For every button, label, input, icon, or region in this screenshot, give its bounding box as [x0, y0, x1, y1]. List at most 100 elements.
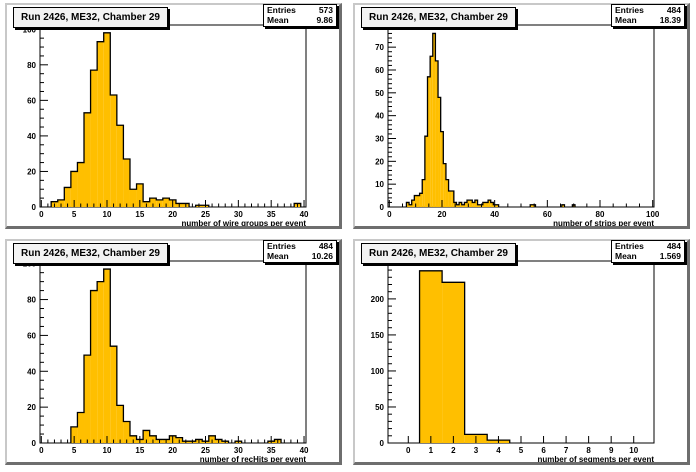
y-tick-label: 60: [27, 331, 36, 340]
y-tick-label: 40: [27, 132, 36, 141]
histogram-bar: [406, 202, 410, 207]
entries-label: Entries: [267, 5, 296, 15]
x-tick-label: 8: [586, 446, 591, 455]
y-tick-label: 80: [27, 296, 36, 305]
y-tick-label: 30: [375, 134, 384, 143]
histogram-bar: [143, 430, 150, 443]
stats-box: Entries 484 Mean 1.569: [611, 240, 685, 263]
histogram-bar: [77, 162, 85, 207]
x-axis-title: number of wire groups per event: [182, 219, 307, 226]
histogram-title: Run 2426, ME32, Chamber 29: [13, 243, 168, 264]
histogram-title: Run 2426, ME32, Chamber 29: [13, 7, 168, 28]
y-tick-label: 0: [32, 439, 37, 448]
y-tick-label: 60: [375, 66, 384, 75]
x-tick-label: 5: [519, 446, 524, 455]
histogram-bar: [64, 187, 71, 207]
y-tick-label: 0: [380, 203, 385, 212]
x-tick-label: 15: [135, 446, 144, 455]
x-tick-label: 0: [39, 446, 44, 455]
mean-value: 18.39: [659, 15, 681, 25]
y-tick-label: 100: [23, 25, 37, 34]
histogram-bar: [149, 435, 157, 443]
histogram-panel-rechits: 0 5 10 15 20 25 30 35 40 0 20 40 60 80 100 number of re…: [5, 239, 342, 465]
y-tick-label: 50: [375, 89, 384, 98]
x-tick-label: 10: [629, 446, 638, 455]
x-tick-label: 10: [103, 210, 112, 219]
y-tick-label: 100: [371, 367, 385, 376]
mean-label: Mean: [267, 15, 289, 25]
histogram-bar: [129, 435, 137, 443]
y-tick-label: 80: [27, 61, 36, 70]
y-tick-label: 10: [375, 180, 384, 189]
histogram-bar: [485, 202, 489, 207]
histogram-plot: 0 5 10 15 20 25 30 35 40 0 20 40 60 80 100 number of wi…: [23, 24, 309, 226]
histogram-bar: [411, 200, 415, 207]
x-tick-label: 0: [406, 446, 411, 455]
stats-box: Entries 484 Mean 18.39: [611, 4, 685, 27]
histogram-bar: [461, 204, 465, 207]
histogram-outline: [405, 32, 576, 207]
histogram-bar: [488, 200, 491, 207]
histogram-bar: [419, 193, 423, 207]
histogram-bar: [432, 33, 436, 207]
histogram-bar: [84, 355, 91, 443]
histogram-bar: [123, 421, 130, 443]
histogram-bar: [162, 198, 170, 207]
entries-value: 573: [318, 5, 333, 15]
x-axis-title: number of recHits per event: [200, 455, 307, 462]
x-tick-label: 3: [474, 446, 479, 455]
histogram-title: Run 2426, ME32, Chamber 29: [361, 7, 516, 28]
histogram-bar: [57, 199, 65, 207]
x-tick-label: 0: [39, 210, 44, 219]
mean-value: 10.26: [311, 251, 333, 261]
entries-value: 484: [666, 5, 681, 15]
x-tick-label: 2: [451, 446, 456, 455]
histogram-bar: [116, 405, 124, 443]
x-tick-label: 30: [234, 210, 243, 219]
histogram-bar: [123, 159, 130, 207]
x-tick-label: 1: [429, 446, 434, 455]
entries-label: Entries: [615, 241, 644, 251]
histogram-panel-strips: 0 20 40 60 80 100 0 10 20 30 40 50 60 70 number of str…: [353, 3, 690, 229]
histogram-bar: [90, 290, 98, 443]
entries-label: Entries: [267, 241, 296, 251]
histogram-plot: 0 5 10 15 20 25 30 35 40 0 20 40 60 80 100 number of re…: [23, 260, 309, 462]
y-tick-label: 150: [371, 331, 385, 340]
stats-box: Entries 484 Mean 10.26: [263, 240, 337, 263]
y-tick-label: 70: [375, 43, 384, 52]
x-tick-label: 20: [438, 210, 447, 219]
histogram-bar: [459, 202, 462, 207]
histogram-bar: [409, 204, 412, 207]
histogram-bar: [456, 204, 460, 207]
x-tick-label: 9: [609, 446, 614, 455]
histogram-bar: [156, 199, 163, 207]
x-tick-label: 15: [135, 210, 144, 219]
x-tick-label: 30: [234, 446, 243, 455]
x-tick-label: 7: [564, 446, 569, 455]
y-tick-label: 20: [27, 167, 36, 176]
mean-value: 9.86: [316, 15, 333, 25]
histogram-bar: [443, 163, 446, 207]
entries-label: Entries: [615, 5, 644, 15]
y-tick-label: 200: [371, 295, 385, 304]
histogram-bar: [110, 95, 117, 207]
y-tick-label: 20: [375, 157, 384, 166]
histogram-bar: [70, 171, 78, 207]
histogram-bar: [430, 56, 433, 207]
x-tick-label: 0: [387, 210, 392, 219]
histogram-bar: [477, 204, 481, 207]
histogram-bar: [438, 97, 441, 207]
x-tick-label: 25: [201, 210, 210, 219]
y-tick-label: 40: [27, 367, 36, 376]
histogram-bar: [464, 202, 468, 207]
histogram-bar: [445, 179, 449, 207]
entries-value: 484: [666, 241, 681, 251]
histogram-bar: [474, 200, 478, 207]
x-tick-label: 4: [496, 446, 501, 455]
x-tick-label: 6: [541, 446, 546, 455]
x-tick-label: 40: [300, 210, 309, 219]
y-tick-label: 20: [27, 403, 36, 412]
histogram-bar: [419, 270, 443, 443]
mean-label: Mean: [615, 251, 637, 261]
histogram-bar: [208, 435, 216, 443]
